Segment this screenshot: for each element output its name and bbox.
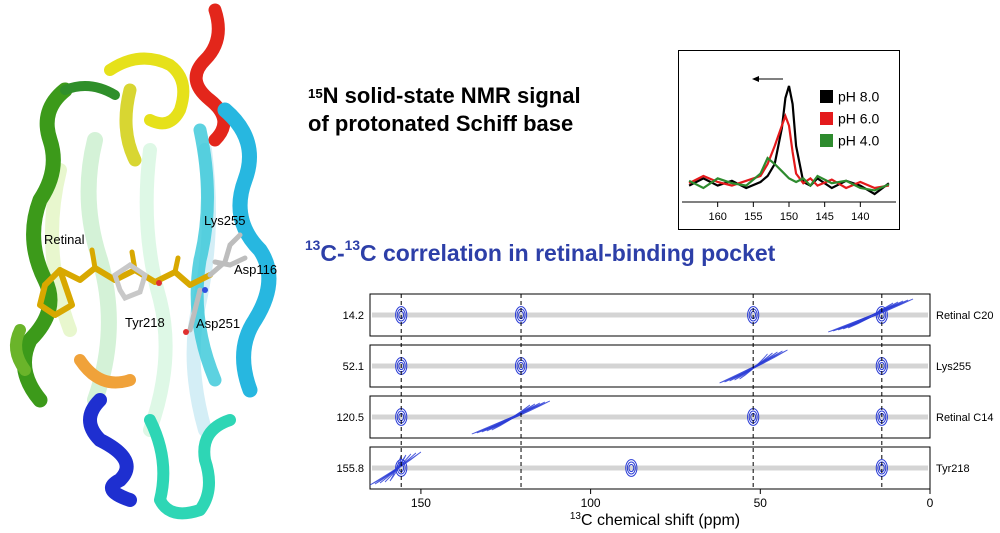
corr-title-sup2: 13 [344,238,360,253]
strip-residue-label: Tyr218 [936,463,970,475]
x-tick-label: 50 [754,496,768,510]
diagonal-contour [374,452,417,485]
strip-frame [369,293,931,337]
diagonal-contour [739,353,768,380]
diagonal-contour [847,302,894,329]
side-chains [112,232,248,335]
strip-residue-label: Retinal C14 [936,412,993,424]
shift-arrow [752,76,783,82]
strip-y-value: 52.1 [343,361,364,373]
legend-swatch [820,90,833,103]
strip-y-value: 155.8 [336,463,364,475]
corr-title-part1: C- [320,240,345,266]
correlation-title: 13C-13C correlation in retinal-binding p… [305,238,776,267]
ph-spectrum-inset: 160 155 150 145 140 pH 8.0 pH 6.0 pH 4.0 [678,50,900,230]
spectrum-x-label: 13C chemical shift (ppm) [570,511,740,529]
diagonal-contour [491,404,531,431]
legend-label: pH 8.0 [838,89,879,105]
inset-tick-label: 155 [744,211,762,223]
strip-y-value: 14.2 [343,310,364,322]
ribbon-helices [10,3,277,520]
strip-frame [369,446,931,490]
inset-tick-label: 140 [851,211,869,223]
diagonal-contour [379,453,412,484]
inset-legend: pH 8.0 pH 6.0 pH 4.0 [820,89,879,149]
spectrum-strips: 14.2 Retinal C20 52.1 Lys255 120.5 Retinal C1… [336,293,993,490]
x-tick-label: 0 [927,496,934,510]
crosspeak [625,459,638,477]
inset-tick-label: 160 [708,211,726,223]
corr-title-part2: C correlation in retinal-binding pocket [360,240,776,266]
strip-frame [369,344,931,388]
spectrum-x-axis: 150 100 50 0 [411,489,934,510]
inset-x-ticks: 160 155 150 145 140 [708,202,870,223]
label-lys255: Lys255 [204,213,245,228]
strip-frame [369,395,931,439]
nmr-title-superscript: 15 [308,86,323,101]
legend-swatch [820,134,833,147]
inset-frame [678,50,900,230]
nmr-title-line1: 15N solid-state NMR signal [308,82,581,110]
legend-label: pH 4.0 [838,133,879,149]
x-label-sup: 13 [570,511,582,522]
label-tyr218: Tyr218 [125,315,165,330]
label-asp116: Asp116 [234,262,277,277]
x-tick-label: 150 [411,496,431,510]
correlation-spectrum: 14.2 Retinal C20 52.1 Lys255 120.5 Retinal C1… [336,293,993,529]
nmr-signal-title: 15N solid-state NMR signal of protonated… [308,82,581,138]
inset-series-group [688,85,890,196]
inset-series-line [688,156,890,192]
corr-title-sup1: 13 [305,238,321,253]
legend-swatch [820,112,833,125]
strip-y-value: 120.5 [336,412,364,424]
label-asp251: Asp251 [196,316,240,331]
protein-structure-illustration: Retinal Lys255 Asp116 Tyr218 Asp251 [10,3,277,520]
nmr-title-line1-text: N solid-state NMR signal [322,83,581,108]
nmr-title-line2: of protonated Schiff base [308,111,574,136]
strip-residue-label: Retinal C20 [936,310,993,322]
x-label-text: C chemical shift (ppm) [581,512,740,529]
inset-tick-label: 145 [815,211,833,223]
strip-residue-label: Lys255 [936,361,971,373]
diagonal-contour [384,454,407,483]
label-retinal: Retinal [44,232,85,247]
legend-label: pH 6.0 [838,111,879,127]
inset-tick-label: 150 [780,211,798,223]
x-tick-label: 100 [581,496,601,510]
diagonal-contour [734,352,773,381]
